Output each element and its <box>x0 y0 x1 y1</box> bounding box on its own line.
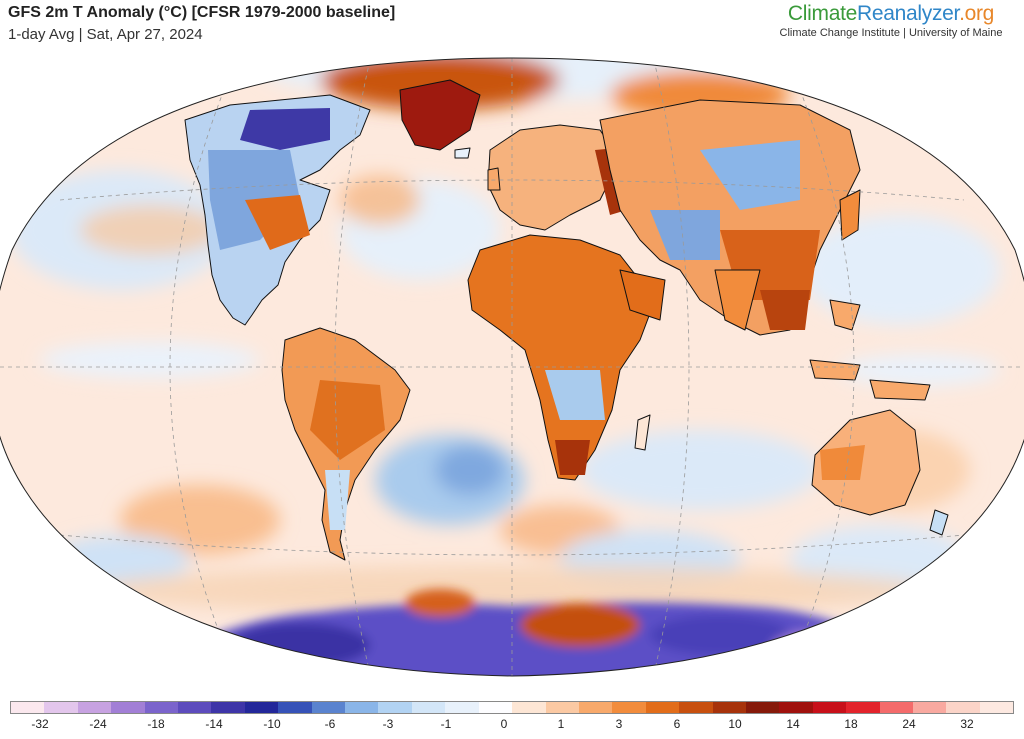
map-title: GFS 2m T Anomaly (°C) [CFSR 1979-2000 ba… <box>8 4 396 21</box>
legend-swatch <box>512 702 546 713</box>
legend-color-bar <box>10 701 1014 714</box>
legend-label: 10 <box>728 717 742 731</box>
australia <box>811 409 921 516</box>
legend-swatch <box>879 702 913 713</box>
legend-swatch <box>244 702 279 713</box>
ocean-anomalies <box>10 58 1000 615</box>
legend-label: 1 <box>557 717 565 731</box>
legend-swatch <box>445 702 479 713</box>
greenland <box>399 79 481 151</box>
brand-logo[interactable]: ClimateReanalyzer.org Climate Change Ins… <box>766 2 1016 39</box>
color-legend: -32 -24 -18 -14 -10 -6 -3 -1 0 1 3 6 10 14 18 24 32 <box>10 701 1014 737</box>
legend-label: -18 <box>147 717 165 731</box>
legend-label: -14 <box>205 717 223 731</box>
legend-label: -24 <box>89 717 107 731</box>
legend-swatch <box>812 702 847 713</box>
map-subtitle: 1-day Avg | Sat, Apr 27, 2024 <box>8 26 203 43</box>
legend-swatch <box>11 702 45 713</box>
legend-swatch <box>712 702 746 713</box>
legend-label: -6 <box>324 717 336 731</box>
legend-label: 32 <box>960 717 974 731</box>
legend-swatch <box>612 702 646 713</box>
legend-swatch <box>846 702 880 713</box>
legend-swatch <box>345 702 379 713</box>
europe <box>487 124 621 231</box>
legend-label: -1 <box>440 717 452 731</box>
anomaly-map <box>0 57 1024 677</box>
legend-label: 18 <box>844 717 858 731</box>
legend-swatch <box>311 702 346 713</box>
legend-swatch <box>679 702 713 713</box>
legend-swatch <box>44 702 78 713</box>
legend-swatch <box>946 702 980 713</box>
legend-swatch <box>478 702 513 713</box>
legend-label: -10 <box>263 717 281 731</box>
legend-swatch <box>378 702 412 713</box>
globe-fill <box>0 58 1024 676</box>
legend-label: 3 <box>615 717 623 731</box>
brand-name: ClimateReanalyzer.org <box>787 2 995 25</box>
legend-swatch <box>178 702 212 713</box>
legend-labels: -32 -24 -18 -14 -10 -6 -3 -1 0 1 3 6 10 14 18 24 32 <box>10 717 1014 735</box>
legend-swatch <box>645 702 680 713</box>
legend-swatch <box>912 702 947 713</box>
legend-label: -32 <box>31 717 49 731</box>
legend-swatch <box>278 702 312 713</box>
graticule <box>0 58 1024 676</box>
legend-swatch <box>111 702 145 713</box>
legend-label: 0 <box>500 717 508 731</box>
legend-label: -3 <box>382 717 394 731</box>
legend-swatch <box>979 702 1014 713</box>
legend-swatch <box>779 702 813 713</box>
legend-swatch <box>578 702 613 713</box>
legend-swatch <box>144 702 179 713</box>
legend-label: 24 <box>902 717 916 731</box>
legend-swatch <box>745 702 780 713</box>
legend-label: 14 <box>786 717 800 731</box>
legend-swatch <box>211 702 245 713</box>
brand-subtitle: Climate Change Institute | University of… <box>779 27 1003 39</box>
legend-label: 6 <box>673 717 681 731</box>
legend-swatch <box>77 702 112 713</box>
legend-swatch <box>411 702 446 713</box>
globe-outline <box>0 57 1024 677</box>
continents <box>184 79 949 561</box>
legend-swatch <box>545 702 579 713</box>
